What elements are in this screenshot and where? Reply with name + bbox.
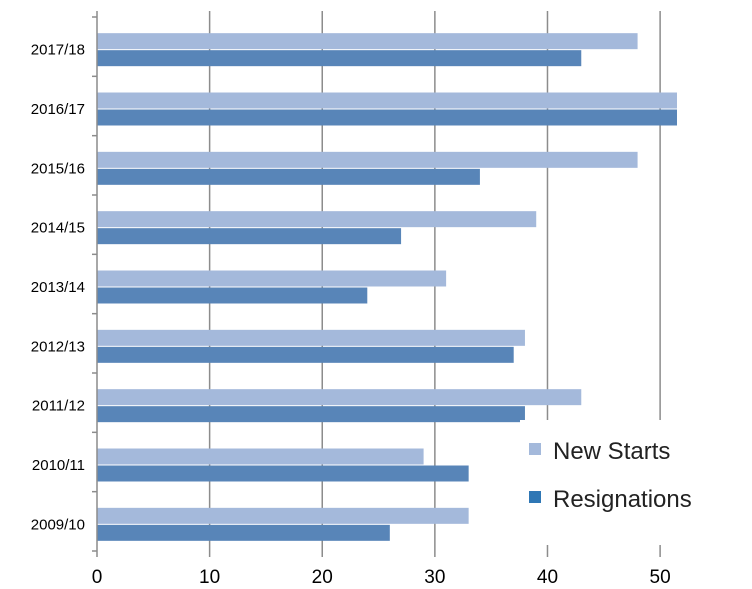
y-tick-label: 2010/11 <box>32 457 85 474</box>
bar-new-starts-2013-14 <box>97 270 447 287</box>
y-axis-ticks: 2017/18 2016/17 2015/16 2014/15 2013/14 2012/… <box>31 16 97 552</box>
bar-new-starts-2010-11 <box>97 448 424 465</box>
x-tick-label: 10 <box>199 567 220 588</box>
y-tick-label: 2015/16 <box>31 160 85 177</box>
bar-resignations-2011-12 <box>97 406 525 423</box>
bar-new-starts-2014-15 <box>97 211 537 228</box>
x-tick-label: 40 <box>537 567 558 588</box>
bar-resignations-2010-11 <box>97 465 469 482</box>
bar-resignations-2013-14 <box>97 287 368 304</box>
legend-label-new-starts: New Starts <box>553 438 670 465</box>
y-tick-label: 2011/12 <box>32 398 85 415</box>
y-tick-label: 2012/13 <box>31 338 85 355</box>
bar-new-starts-2017-18 <box>97 33 638 50</box>
bar-new-starts-2012-13 <box>97 329 525 346</box>
bar-new-starts-2009-10 <box>97 507 469 524</box>
x-tick-label: 0 <box>92 567 103 588</box>
x-tick-label: 30 <box>424 567 445 588</box>
bar-resignations-2014-15 <box>97 228 402 245</box>
bar-new-starts-2011-12 <box>97 389 582 406</box>
bar-resignations-2015-16 <box>97 168 480 185</box>
y-tick-label: 2016/17 <box>31 101 85 118</box>
bar-resignations-2009-10 <box>97 524 390 541</box>
y-tick-label: 2013/14 <box>31 279 85 296</box>
legend: New Starts Resignations <box>520 420 752 545</box>
bar-resignations-2012-13 <box>97 346 514 363</box>
bar-resignations-2017-18 <box>97 50 582 67</box>
bar-new-starts-2015-16 <box>97 151 638 168</box>
x-tick-label: 20 <box>312 567 333 588</box>
bars <box>97 33 677 541</box>
legend-label-resignations: Resignations <box>553 486 692 513</box>
y-tick-label: 2017/18 <box>31 42 85 59</box>
y-tick-label: 2014/15 <box>31 220 85 237</box>
x-tick-label: 50 <box>650 567 671 588</box>
legend-swatch-new-starts <box>529 443 541 455</box>
y-tick-label: 2009/10 <box>31 516 85 533</box>
legend-background <box>520 420 752 545</box>
bar-resignations-2016-17 <box>97 109 677 126</box>
legend-swatch-resignations <box>529 491 541 503</box>
bar-new-starts-2016-17 <box>97 92 677 109</box>
x-axis-ticks: 0 10 20 30 40 50 <box>92 567 671 588</box>
